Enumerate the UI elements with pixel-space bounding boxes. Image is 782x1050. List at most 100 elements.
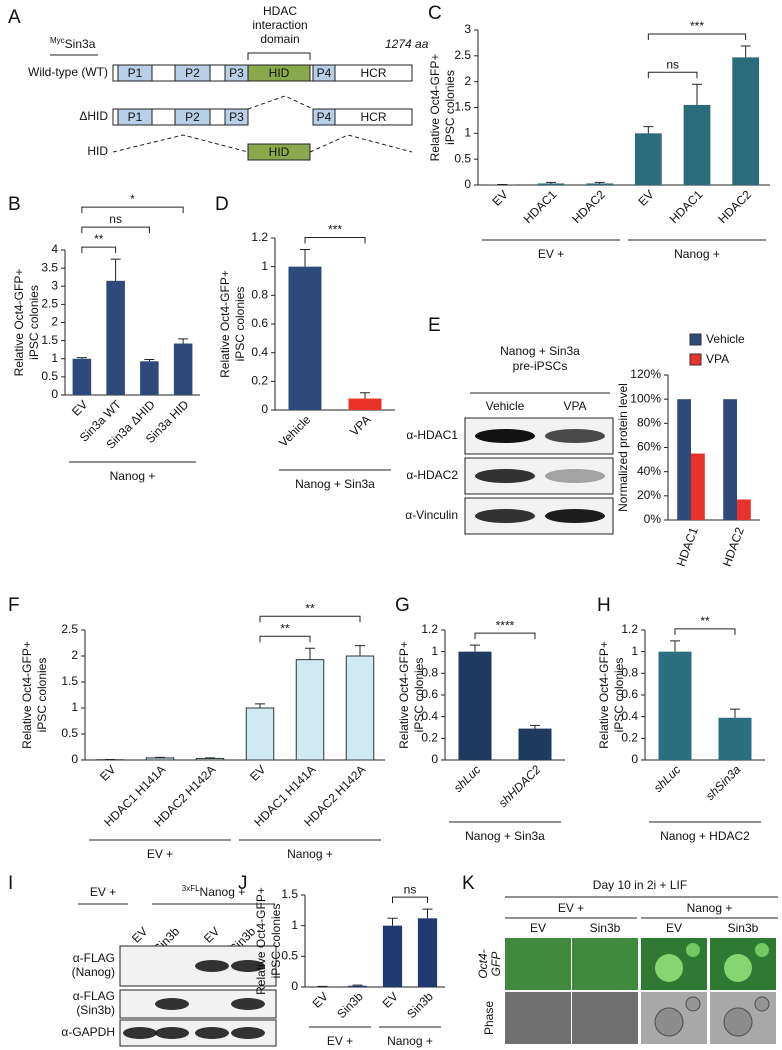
x-tick-label: shHDAC2 <box>496 762 544 810</box>
error-bar <box>76 357 87 359</box>
y-axis-label: Normalized protein level <box>616 383 630 512</box>
y-axis-label: iPSC colonies <box>35 658 49 733</box>
micrograph <box>572 938 638 990</box>
bar <box>677 399 691 520</box>
domain-box <box>174 64 211 82</box>
bar <box>245 707 275 761</box>
blot-band <box>123 1027 157 1039</box>
deletion-line <box>112 134 413 153</box>
y-tick-label: 0 <box>431 752 438 766</box>
blot-band <box>545 509 605 523</box>
error-bar <box>546 181 556 184</box>
y-tick-label: 0.5 <box>61 726 78 740</box>
panel-label: A <box>8 7 21 28</box>
error-bar <box>387 917 398 926</box>
significance-label: ** <box>94 232 104 246</box>
domain-label: P1 <box>128 66 143 80</box>
colony <box>755 943 769 957</box>
x-tick-label: Sin3b <box>404 989 436 1021</box>
y-tick-label: 1.5 <box>41 333 58 347</box>
significance-bracket <box>647 33 747 41</box>
x-tick-label: Sin3b <box>334 989 366 1021</box>
error-bar <box>178 338 189 344</box>
group-label: Nanog + <box>110 469 156 483</box>
domain-label: P3 <box>229 110 244 124</box>
blot-row-label: α-FLAG <box>73 989 115 1003</box>
significance-bracket <box>647 71 698 79</box>
error-bar <box>670 640 680 652</box>
colony <box>685 996 701 1012</box>
y-axis-label: iPSC colonies <box>443 70 457 145</box>
x-tick-label: EV <box>69 397 90 418</box>
error-bar <box>352 984 363 986</box>
y-tick-label: 0.4 <box>251 345 268 359</box>
domain-box <box>117 108 153 126</box>
bar <box>537 183 565 185</box>
lane-label: VPA <box>563 399 586 413</box>
y-tick-label: 100% <box>630 391 661 405</box>
y-tick-label: 0 <box>464 177 471 191</box>
x-tick-label: shLuc <box>651 762 684 795</box>
domain-label: P1 <box>128 110 143 124</box>
y-tick-label: 20% <box>637 488 661 502</box>
bar <box>382 925 403 987</box>
domain-label: P2 <box>185 110 200 124</box>
colony <box>754 996 770 1012</box>
deletion-line <box>247 95 314 110</box>
domain-box <box>312 64 336 82</box>
significance-label: ns <box>666 57 679 71</box>
error-bar <box>643 126 654 134</box>
blot-row-label: α-Vinculin <box>405 508 458 522</box>
y-axis-label: Relative Oct4-GFP+ <box>20 641 34 749</box>
domain-bracket <box>247 52 311 60</box>
y-axis-label: Relative Oct4-GFP+ <box>397 641 411 749</box>
group-label: Nanog + <box>387 1034 433 1048</box>
significance-label: ns <box>109 212 122 226</box>
superscript: 3xFL <box>182 884 200 893</box>
bar <box>288 266 322 410</box>
text: EV <box>129 924 150 945</box>
significance-label: *** <box>690 19 704 33</box>
y-axis-label: Relative Oct4-GFP+ <box>597 641 611 749</box>
blot-group-label: EV + <box>90 885 116 899</box>
domain-label: HCR <box>361 110 387 124</box>
significance-bracket <box>81 226 150 234</box>
x-tick-label: VPA <box>347 412 373 438</box>
image-row-label: Phase <box>482 1001 496 1035</box>
y-tick-label: 1.5 <box>454 100 471 114</box>
x-tick-label: shSin3a <box>703 762 744 803</box>
x-tick-label: HDAC2 <box>720 525 747 568</box>
blot-row-label: α-HDAC2 <box>406 468 458 482</box>
panel-label: J <box>238 873 248 894</box>
significance-label: ** <box>280 621 290 635</box>
bar <box>140 361 159 395</box>
error-bar <box>692 83 702 105</box>
y-tick-label: 0.2 <box>251 374 268 388</box>
y-tick-label: 1 <box>291 918 298 932</box>
y-tick-label: 3.5 <box>41 260 58 274</box>
bar <box>683 104 711 185</box>
micrograph <box>572 992 638 1044</box>
domain-label: P4 <box>317 66 332 80</box>
y-tick-label: 1 <box>261 259 268 273</box>
construct-label: MycSin3a <box>50 36 96 52</box>
panel-label: K <box>462 873 475 894</box>
error-bar <box>205 757 215 759</box>
error-bar <box>144 358 155 362</box>
colony <box>723 1007 753 1037</box>
y-axis-label: Relative Oct4-GFP+ <box>218 270 232 378</box>
column-label: Sin3b <box>728 921 759 935</box>
y-tick-label: 3 <box>464 22 471 36</box>
column-label: Sin3b <box>590 921 621 935</box>
significance-bracket <box>259 615 361 623</box>
x-tick-label: Vehicle <box>276 412 313 449</box>
construct-row-label: Wild-type (WT) <box>28 65 108 79</box>
image-row-label: GFP <box>489 952 503 977</box>
bar <box>348 398 382 410</box>
y-tick-label: 120% <box>630 367 661 381</box>
bar <box>732 57 760 186</box>
significance-bracket <box>674 628 736 635</box>
legend-swatch <box>689 333 702 346</box>
y-axis-label: iPSC colonies <box>233 287 247 362</box>
